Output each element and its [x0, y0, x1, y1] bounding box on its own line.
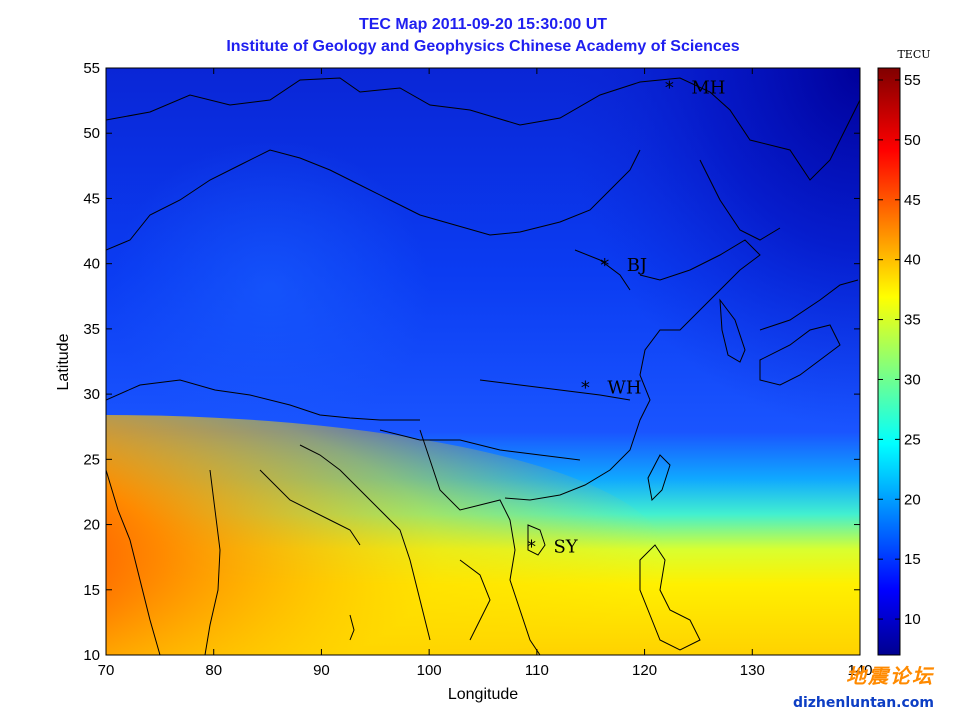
station-marker: * [600, 255, 609, 276]
y-tick-label: 30 [83, 386, 100, 403]
y-tick-label: 35 [83, 321, 100, 338]
chart-title: TEC Map 2011-09-20 15:30:00 UT [358, 16, 608, 33]
colorbar-tick-label: 35 [904, 312, 921, 329]
y-tick-label: 40 [83, 256, 100, 273]
station-marker: * [581, 378, 590, 399]
colorbar-tick-label: 55 [904, 72, 921, 89]
watermark-site: dizhenluntan.com [792, 695, 934, 711]
colorbar-tick-label: 50 [904, 132, 921, 149]
station-label: SY [553, 537, 578, 558]
x-tick-label: 140 [847, 662, 872, 679]
chart-subtitle: Institute of Geology and Geophysics Chin… [226, 38, 740, 55]
colorbar-ticks: 10 15 20 25 30 35 40 45 50 55 [878, 72, 921, 628]
x-tick-label: 100 [417, 662, 442, 679]
x-tick-label: 120 [632, 662, 657, 679]
colorbar-tick-label: 40 [904, 252, 921, 269]
y-tick-label: 25 [83, 451, 100, 468]
station-label: MH [691, 78, 725, 99]
colorbar-tick-label: 45 [904, 192, 921, 209]
y-tick-label: 10 [83, 647, 100, 664]
colorbar-tick-label: 10 [904, 611, 921, 628]
y-tick-label: 45 [83, 190, 100, 207]
x-axis-label: Longitude [448, 686, 518, 703]
colorbar-tick-label: 20 [904, 491, 921, 508]
y-axis-label: Latitude [55, 333, 72, 390]
x-axis: 70 80 90 100 110 120 130 140 [98, 68, 873, 679]
x-tick-label: 130 [740, 662, 765, 679]
plot-frame [105, 67, 861, 656]
x-tick-label: 70 [98, 662, 115, 679]
x-tick-label: 80 [205, 662, 222, 679]
station-label: BJ [627, 255, 647, 276]
station-markers: * MH * BJ * WH * SY [527, 78, 726, 558]
y-tick-label: 50 [83, 125, 100, 142]
tec-field [106, 68, 860, 655]
x-tick-label: 110 [525, 662, 549, 679]
colorbar-label: TECU [897, 48, 930, 61]
y-tick-label: 15 [83, 582, 100, 599]
colorbar-tick-label: 25 [904, 431, 921, 448]
colorbar-tick-label: 30 [904, 371, 921, 388]
station-marker: * [665, 78, 674, 99]
coastline-borders [106, 77, 860, 655]
colorbar [877, 67, 901, 656]
station-marker: * [527, 537, 536, 558]
y-tick-label: 20 [83, 517, 100, 534]
x-tick-label: 90 [313, 662, 330, 679]
y-axis: 10 15 20 25 30 35 40 45 50 55 [83, 60, 860, 664]
colorbar-tick-label: 15 [904, 551, 921, 568]
watermark-logo: 地震论坛 [846, 664, 934, 688]
station-label: WH [607, 378, 641, 399]
y-tick-label: 55 [83, 60, 100, 77]
